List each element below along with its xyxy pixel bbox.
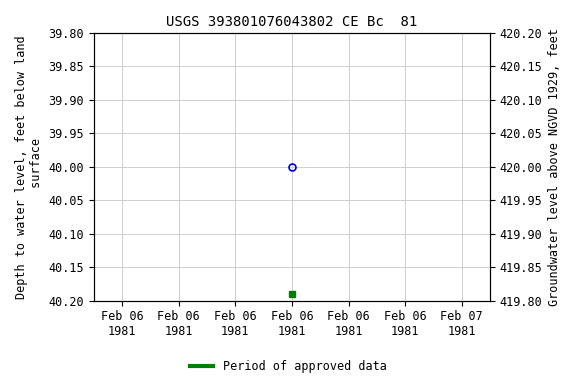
Legend: Period of approved data: Period of approved data: [185, 356, 391, 378]
Y-axis label: Depth to water level, feet below land
 surface: Depth to water level, feet below land su…: [15, 35, 43, 299]
Title: USGS 393801076043802 CE Bc  81: USGS 393801076043802 CE Bc 81: [166, 15, 418, 29]
Y-axis label: Groundwater level above NGVD 1929, feet: Groundwater level above NGVD 1929, feet: [548, 28, 561, 306]
